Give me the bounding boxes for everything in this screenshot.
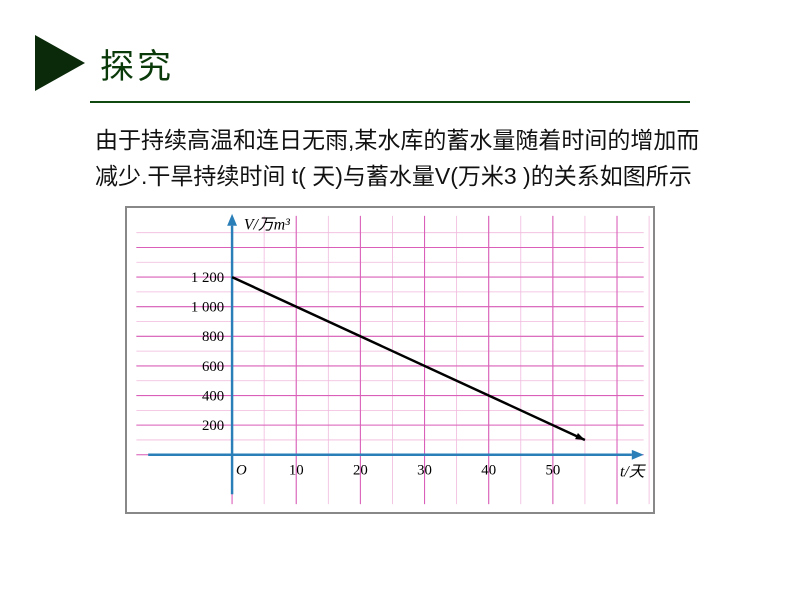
svg-text:1 000: 1 000 — [191, 300, 224, 316]
svg-text:50: 50 — [545, 463, 560, 479]
reservoir-chart: 10 20 30 40 50 200 400 600 800 1 000 1 200 O V/万m³ t… — [127, 208, 653, 512]
chart-container: 10 20 30 40 50 200 400 600 800 1 000 1 200 O V/万m³ t… — [125, 206, 655, 514]
svg-text:t/天: t/天 — [620, 464, 647, 481]
svg-text:30: 30 — [417, 463, 432, 479]
svg-text:600: 600 — [202, 359, 224, 375]
svg-text:20: 20 — [353, 463, 368, 479]
svg-text:V/万m³: V/万m³ — [244, 217, 290, 234]
title-underline — [90, 101, 690, 103]
svg-text:800: 800 — [202, 330, 224, 346]
problem-text: 由于持续高温和连日无雨,某水库的蓄水量随着时间的增加而减少.干旱持续时间 t( … — [95, 123, 714, 194]
svg-text:O: O — [236, 463, 247, 479]
svg-text:400: 400 — [202, 389, 224, 405]
svg-text:1 200: 1 200 — [191, 270, 224, 286]
section-marker-icon — [35, 35, 85, 91]
svg-text:40: 40 — [481, 463, 496, 479]
svg-text:10: 10 — [289, 463, 304, 479]
section-title: 探究 — [100, 39, 174, 88]
svg-text:200: 200 — [202, 418, 224, 434]
